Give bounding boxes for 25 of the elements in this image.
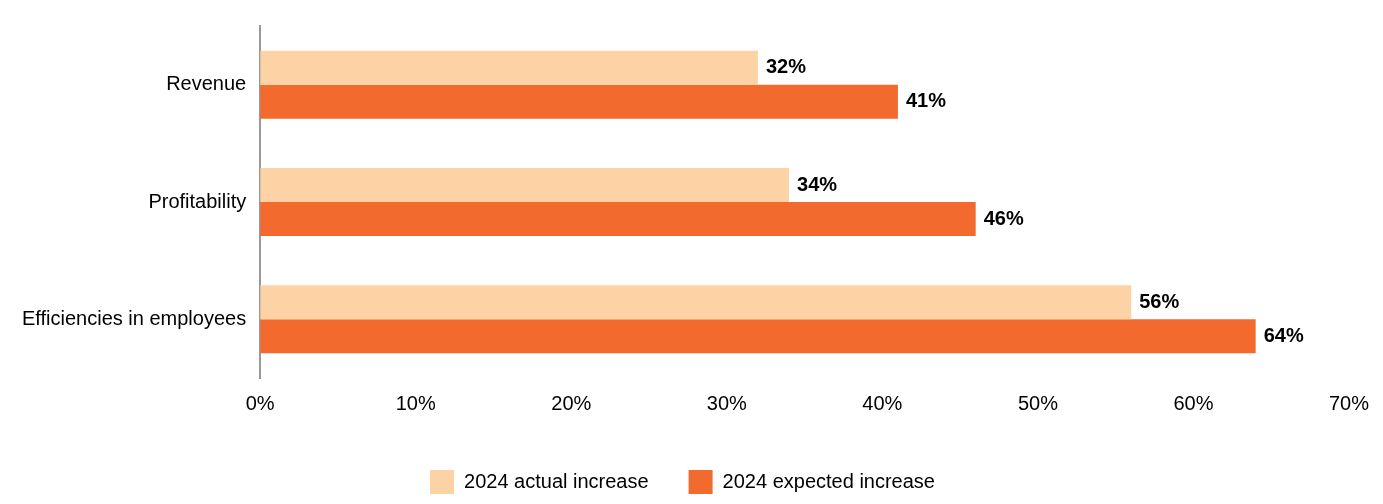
bar — [260, 319, 1256, 354]
x-tick-label: 50% — [1017, 391, 1059, 414]
y-tick-label: Revenue — [166, 72, 247, 95]
x-tick-label: 60% — [1173, 391, 1214, 414]
data-label: 46% — [983, 206, 1024, 229]
data-label: 34% — [797, 172, 838, 195]
legend-label: 2024 expected increase — [722, 469, 935, 492]
x-tick-label: 20% — [551, 391, 592, 414]
bar — [260, 202, 976, 237]
x-tick-label: 10% — [395, 391, 436, 414]
data-label: 56% — [1139, 289, 1180, 312]
bar — [260, 84, 898, 119]
y-tick-label: Efficiencies in employees — [21, 306, 247, 329]
x-tick-label: 40% — [862, 391, 903, 414]
x-tick-label: 70% — [1328, 391, 1370, 414]
bar — [260, 50, 758, 85]
y-tick-label: Profitability — [148, 189, 247, 212]
data-label: 64% — [1263, 323, 1304, 346]
data-label: 41% — [905, 89, 947, 112]
legend-label: 2024 actual increase — [464, 469, 649, 492]
x-tick-label: 0% — [245, 391, 275, 414]
bar — [260, 167, 790, 202]
x-tick-label: 30% — [706, 391, 748, 414]
bar — [260, 285, 1132, 320]
data-label: 32% — [765, 55, 807, 78]
